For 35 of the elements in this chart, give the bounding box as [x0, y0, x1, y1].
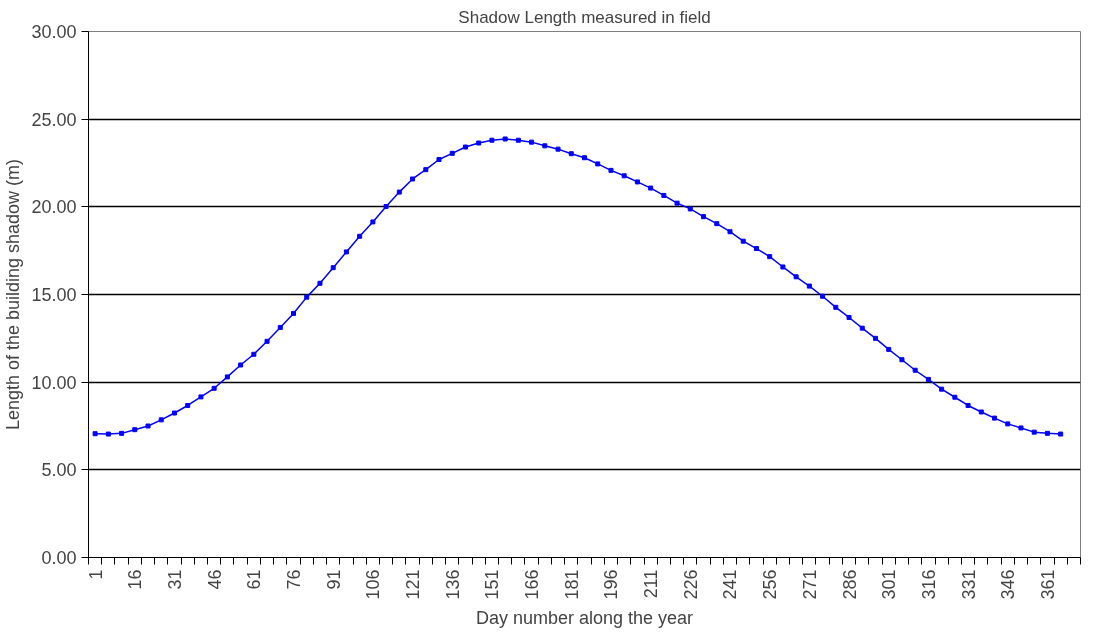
x-tick-label: 196	[601, 569, 622, 600]
x-tick-label: 346	[998, 569, 1019, 600]
x-tick-label: 211	[641, 569, 662, 599]
x-tick-label: 256	[760, 569, 781, 600]
x-tick-label: 151	[482, 569, 503, 600]
y-tick-label: 5.00	[41, 460, 77, 481]
x-tick-label: 286	[839, 569, 860, 600]
x-tick-label: 46	[204, 569, 225, 590]
x-tick-label: 226	[680, 569, 701, 600]
x-tick-label: 241	[720, 569, 741, 600]
x-tick-label: 271	[799, 569, 820, 600]
x-tick-label: 1	[85, 569, 106, 580]
y-tick-label: 10.00	[31, 372, 77, 393]
x-tick-label: 181	[561, 569, 582, 600]
y-tick-label: 0.00	[41, 548, 77, 568]
y-tick-label: 15.00	[31, 285, 77, 305]
x-tick-label: 31	[164, 569, 185, 590]
x-tick-label: 106	[363, 569, 384, 600]
x-tick-label: 16	[125, 569, 146, 590]
x-tick-label: 316	[918, 569, 939, 600]
x-tick-label: 76	[284, 569, 305, 590]
x-tick-label: 331	[958, 569, 979, 600]
x-tick-label: 61	[244, 569, 265, 590]
x-tick-label: 121	[403, 569, 424, 600]
y-tick-label: 20.00	[31, 197, 77, 218]
x-axis-title: Day number along the year	[475, 607, 694, 628]
x-tick-label: 166	[522, 569, 543, 600]
x-tick-label: 136	[442, 569, 463, 600]
x-tick-label: 361	[1037, 569, 1058, 600]
x-tick-label: 91	[323, 569, 344, 590]
chart-title: Shadow Length measured in field	[458, 7, 711, 27]
y-tick-label: 25.00	[31, 109, 77, 130]
x-tick-label: 301	[879, 569, 900, 600]
y-tick-label: 30.00	[31, 22, 77, 42]
y-axis-title: Length of the building shadow (m)	[3, 158, 24, 431]
